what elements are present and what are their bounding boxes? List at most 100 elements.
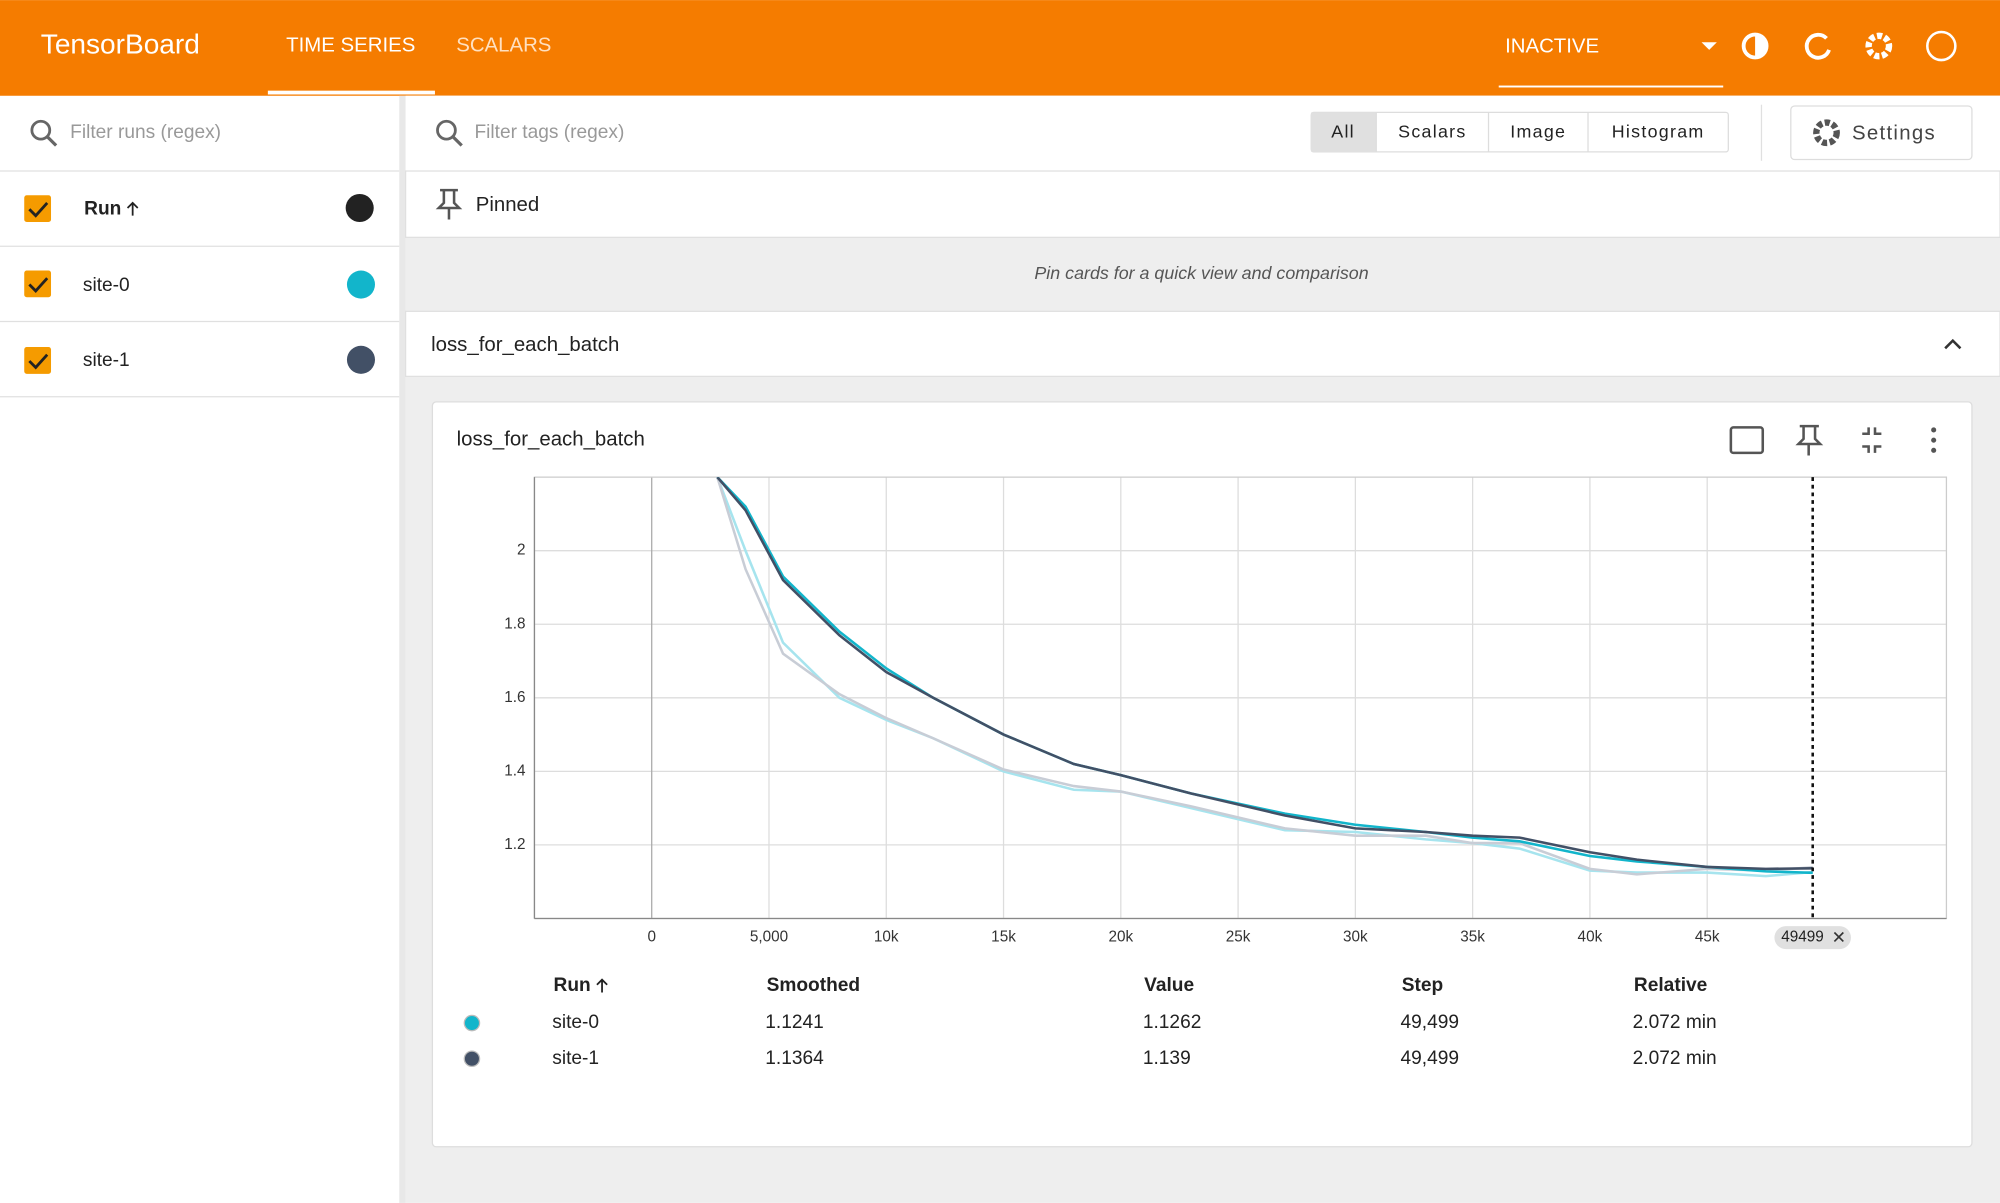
cursor-close[interactable] — [1833, 931, 1844, 943]
x-tick-label: 20k — [1108, 929, 1133, 946]
plot: 1.2 1.4 1.6 1.8 2 0 5,000 10k 15k 20k 25k 30k 35k 40k… — [504, 476, 1948, 950]
table-cell: 2.072 min — [1633, 1048, 1717, 1069]
type-button[interactable]: Image — [1510, 121, 1566, 141]
run-name[interactable]: site-0 — [83, 275, 130, 296]
table-cell: 1.1241 — [765, 1012, 824, 1033]
dropdown-icon[interactable] — [1701, 42, 1717, 50]
toolbar — [405, 95, 2000, 172]
check-mark — [28, 201, 49, 218]
collapse-card-icon[interactable] — [1862, 427, 1882, 453]
x-tick-label: 10k — [874, 929, 899, 946]
sort-icon — [126, 201, 139, 216]
check-mark — [28, 277, 49, 293]
table-cell: site-1 — [552, 1048, 599, 1069]
tab-indicator — [267, 90, 435, 95]
x-tick-label: 5,000 — [750, 929, 788, 946]
table-cell: 49,499 — [1401, 1048, 1460, 1069]
raw-line — [716, 477, 1813, 876]
y-tick-label: 2 — [517, 542, 526, 559]
group-header[interactable] — [404, 310, 2000, 378]
x-tick-label: 0 — [647, 929, 656, 946]
fit-icon[interactable] — [1729, 426, 1765, 455]
group-title: loss_for_each_batch — [431, 334, 619, 356]
run-dot — [463, 1050, 481, 1068]
table-cell: 2.072 min — [1633, 1012, 1717, 1033]
type-button[interactable]: All — [1331, 121, 1355, 141]
search-icon — [436, 119, 457, 141]
palette-icon[interactable] — [345, 193, 374, 223]
run-filter[interactable]: Filter runs (regex) — [70, 122, 221, 143]
tab[interactable]: TIME SERIES — [286, 34, 415, 56]
pinned-header — [404, 170, 2000, 238]
tooltip-table: Run Smoothed Value Step Relative site-0 1.1241… — [463, 975, 1717, 1069]
brand[interactable]: TensorBoard — [41, 28, 200, 59]
table-header: Run — [554, 975, 591, 996]
button-dividers — [1375, 112, 1589, 152]
x-tick-label: 45k — [1695, 929, 1720, 946]
settings-button[interactable] — [1790, 105, 1973, 161]
reload-status[interactable]: INACTIVE — [1505, 36, 1599, 58]
run-name[interactable]: site-1 — [83, 350, 130, 371]
smoothed-line — [716, 477, 1813, 871]
settings-icon[interactable] — [1865, 32, 1893, 60]
collapse-icon[interactable] — [1944, 338, 1962, 350]
underline — [1498, 85, 1724, 88]
top-bar — [0, 0, 2000, 96]
cursor-label: 49499 — [1781, 929, 1824, 946]
pin-icon — [435, 188, 463, 220]
sort-icon — [596, 978, 608, 993]
run-color[interactable] — [346, 345, 375, 374]
selected-button — [1311, 112, 1377, 152]
pin-card-icon[interactable] — [1795, 424, 1824, 456]
table-header: Step — [1402, 975, 1443, 996]
check-mark — [28, 353, 49, 370]
table-cell: 49,499 — [1401, 1012, 1460, 1033]
table-cell: 1.1364 — [765, 1048, 824, 1069]
search-icon — [30, 119, 52, 141]
menu-icon[interactable] — [1931, 427, 1937, 453]
pinned-title: Pinned — [476, 194, 539, 216]
checkboxes — [24, 195, 52, 374]
gear-icon — [1813, 119, 1840, 147]
card — [431, 401, 1973, 1148]
y-tick-label: 1.6 — [504, 689, 525, 706]
reload-icon[interactable] — [1804, 32, 1831, 60]
run-column[interactable]: Run — [84, 198, 121, 219]
row-lines — [0, 170, 400, 398]
x-tick-label: 40k — [1578, 929, 1603, 946]
x-tick-label: 15k — [991, 929, 1016, 946]
y-tick-label: 1.2 — [504, 836, 525, 853]
x-tick-label: 25k — [1226, 929, 1251, 946]
table-header: Value — [1144, 975, 1194, 996]
checkbox[interactable] — [24, 347, 52, 374]
checkbox[interactable] — [24, 270, 52, 298]
table-cell: 1.1262 — [1143, 1012, 1202, 1033]
x-tick-label: 30k — [1343, 929, 1368, 946]
pinned-hint: Pin cards for a quick view and compariso… — [1034, 263, 1368, 283]
search-icon — [46, 135, 58, 147]
y-tick-label: 1.8 — [504, 615, 525, 632]
cursor-pill — [1774, 926, 1851, 950]
type-button[interactable]: Scalars — [1398, 121, 1466, 141]
settings-label[interactable]: Settings — [1852, 122, 1936, 144]
run-color[interactable] — [346, 270, 375, 299]
table-header: Smoothed — [767, 975, 861, 996]
table-header: Relative — [1634, 975, 1707, 996]
help-icon[interactable] — [1926, 30, 1957, 62]
table-cell: 1.139 — [1143, 1048, 1191, 1069]
table-cell: site-0 — [552, 1012, 599, 1033]
theme-half — [1755, 34, 1767, 58]
run-dot — [463, 1014, 481, 1032]
tab[interactable]: SCALARS — [456, 34, 551, 56]
y-tick-label: 1.4 — [504, 762, 526, 779]
card-title: loss_for_each_batch — [457, 429, 645, 451]
checkbox[interactable] — [24, 195, 52, 223]
x-tick-label: 35k — [1460, 929, 1485, 946]
card-icons — [1729, 424, 1882, 456]
type-button[interactable]: Histogram — [1612, 121, 1705, 141]
divider — [399, 95, 406, 1203]
tag-filter[interactable]: Filter tags (regex) — [474, 122, 624, 143]
search-icon — [451, 135, 463, 147]
